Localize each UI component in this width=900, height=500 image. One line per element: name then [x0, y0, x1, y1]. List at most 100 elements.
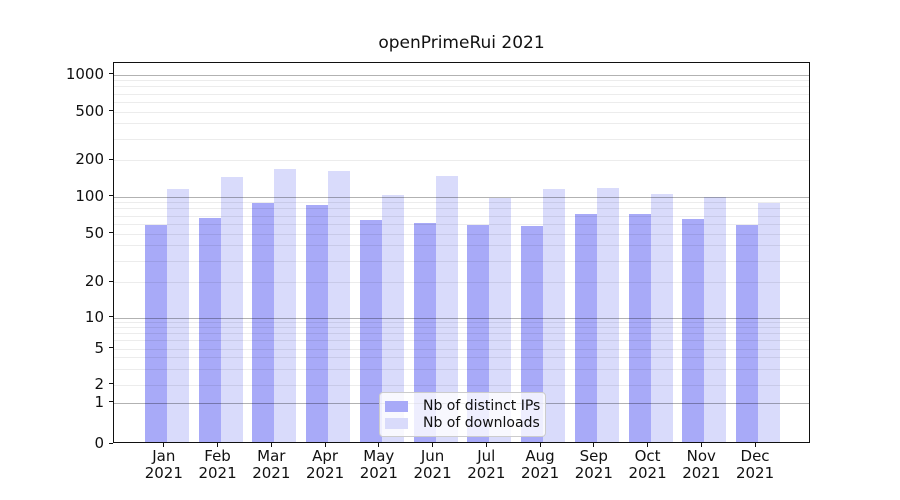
- bar-nb-of-downloads-oct: [650, 193, 673, 442]
- gridline-major: [114, 317, 809, 319]
- x-tick-label-nov: Nov 2021: [682, 447, 721, 482]
- bar-nb-of-downloads-jul: [489, 197, 512, 442]
- gridline-minor: [114, 357, 809, 359]
- bar-nb-of-distinct-ips-jun: [413, 222, 436, 442]
- gridline-minor: [114, 368, 809, 370]
- gridline-minor: [114, 282, 809, 283]
- y-tick-label: 1000: [65, 64, 104, 83]
- legend-swatch-distinct-ips: [385, 400, 408, 412]
- gridline-minor: [114, 384, 809, 386]
- gridline-minor: [114, 333, 809, 335]
- bar-nb-of-distinct-ips-jan: [144, 224, 167, 442]
- gridline-minor: [114, 223, 809, 225]
- bar-nb-of-distinct-ips-dec: [736, 225, 759, 442]
- x-tick-label-mar: Mar 2021: [252, 447, 291, 482]
- bar-nb-of-distinct-ips-jul: [467, 225, 490, 442]
- chart-title: openPrimeRui 2021: [378, 33, 545, 53]
- bar-nb-of-distinct-ips-aug: [521, 226, 544, 442]
- legend-swatch-downloads: [385, 417, 408, 429]
- gridline-minor: [114, 86, 809, 88]
- gridline-minor: [114, 260, 809, 262]
- bar-nb-of-downloads-jun: [435, 176, 458, 442]
- y-tick-mark: [109, 442, 113, 444]
- y-tick-mark: [109, 232, 113, 233]
- gridline-minor: [114, 233, 809, 235]
- y-tick-label: 5: [94, 338, 104, 357]
- y-tick-mark: [109, 401, 113, 402]
- bar-nb-of-downloads-aug: [543, 189, 566, 442]
- y-tick-mark: [109, 73, 113, 74]
- bar-nb-of-downloads-sep: [596, 187, 619, 442]
- x-tick-mark: [270, 443, 272, 447]
- gridline-minor: [114, 80, 809, 82]
- x-tick-mark: [432, 443, 434, 447]
- bar-nb-of-downloads-may: [381, 194, 404, 442]
- x-tick-label-oct: Oct 2021: [628, 447, 667, 482]
- legend-item-downloads: Nb of downloads: [385, 415, 540, 431]
- gridline-minor: [114, 322, 809, 324]
- x-tick-mark: [647, 443, 649, 447]
- x-tick-mark: [593, 443, 595, 447]
- bar-nb-of-downloads-nov: [704, 196, 727, 442]
- x-tick-mark: [324, 443, 326, 447]
- gridline-minor: [114, 208, 809, 210]
- y-tick-mark: [109, 158, 113, 160]
- y-tick-mark: [109, 110, 113, 111]
- gridline-minor: [114, 123, 809, 125]
- bar-nb-of-distinct-ips-mar: [252, 202, 275, 442]
- x-tick-label-may: May 2021: [359, 447, 398, 482]
- y-tick-mark: [109, 347, 113, 348]
- x-tick-label-aug: Aug 2021: [520, 447, 560, 482]
- y-tick-mark: [109, 280, 113, 282]
- legend-label-downloads: Nb of downloads: [423, 415, 540, 431]
- y-tick-label: 20: [84, 272, 104, 290]
- bar-nb-of-distinct-ips-nov: [682, 219, 705, 442]
- y-tick-mark: [109, 383, 113, 384]
- gridline-minor: [114, 160, 809, 161]
- x-tick-mark: [754, 443, 756, 447]
- gridline-major: [114, 74, 809, 76]
- gridline-minor: [114, 245, 809, 247]
- x-tick-label-sep: Sep 2021: [574, 447, 613, 482]
- bar-nb-of-distinct-ips-oct: [628, 214, 651, 442]
- x-tick-mark: [378, 443, 380, 447]
- gridline-minor: [114, 215, 809, 217]
- gridline-minor: [114, 348, 809, 350]
- x-tick-label-dec: Dec 2021: [735, 447, 775, 482]
- legend-item-distinct-ips: Nb of distinct IPs: [385, 398, 540, 414]
- gridline-minor: [114, 340, 809, 342]
- gridline-minor: [114, 93, 809, 95]
- y-tick-label: 50: [84, 223, 104, 242]
- y-tick-label: 10: [84, 307, 104, 326]
- bar-nb-of-distinct-ips-feb: [198, 218, 221, 442]
- legend: Nb of distinct IPs Nb of downloads: [379, 392, 546, 437]
- y-tick-mark: [109, 316, 113, 317]
- x-tick-label-feb: Feb 2021: [198, 447, 237, 482]
- x-tick-label-jan: Jan 2021: [144, 447, 183, 482]
- bar-nb-of-downloads-apr: [328, 171, 351, 442]
- x-tick-mark: [700, 443, 702, 447]
- y-tick-label: 0: [94, 434, 104, 452]
- gridline-minor: [114, 202, 809, 204]
- bar-nb-of-downloads-dec: [758, 203, 781, 442]
- gridline-minor: [114, 327, 809, 329]
- y-tick-label: 1: [94, 392, 104, 411]
- gridline-minor: [114, 111, 809, 113]
- x-tick-label-jun: Jun 2021: [413, 447, 452, 482]
- y-tick-mark: [109, 195, 113, 196]
- y-tick-label: 2: [94, 374, 104, 393]
- bar-nb-of-distinct-ips-sep: [574, 213, 597, 442]
- bar-nb-of-downloads-feb: [220, 177, 243, 442]
- x-tick-mark: [485, 443, 487, 447]
- gridline-minor: [114, 138, 809, 140]
- plot-area: [113, 62, 810, 443]
- x-tick-mark: [539, 443, 541, 447]
- bar-nb-of-distinct-ips-may: [359, 220, 382, 442]
- x-tick-label-jul: Jul 2021: [467, 447, 506, 482]
- bar-nb-of-downloads-jan: [166, 189, 189, 442]
- x-tick-mark: [217, 443, 219, 447]
- gridline-minor: [114, 101, 809, 103]
- bar-nb-of-distinct-ips-apr: [306, 205, 329, 442]
- y-tick-label: 200: [75, 150, 104, 168]
